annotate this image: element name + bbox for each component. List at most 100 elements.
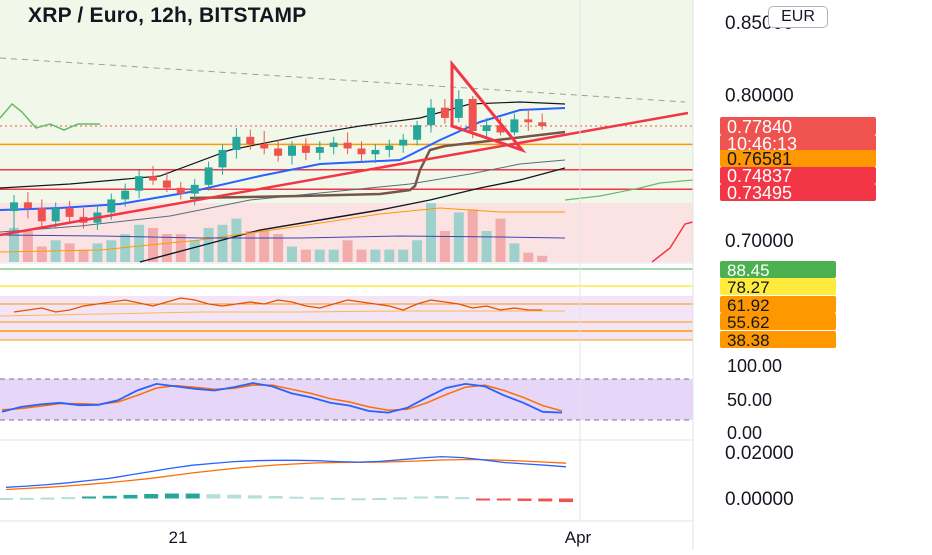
indicator-value-text: 61.92 [727, 296, 770, 315]
candle-body [399, 139, 408, 146]
macd-histogram-bar [61, 497, 76, 500]
volume-bar [259, 231, 270, 262]
ma-orange-line [0, 207, 565, 253]
macd-histogram-bar [206, 494, 221, 499]
macd-histogram-bar [434, 496, 449, 499]
currency-button[interactable]: EUR [768, 6, 828, 28]
support-trendline [0, 111, 689, 237]
volume-bar [22, 231, 33, 262]
volume-bar [120, 234, 131, 262]
macd-tick-label: 0.02000 [725, 443, 794, 464]
rsi-band-bg [0, 296, 693, 340]
volume-bar [106, 240, 117, 262]
indicator-value-bg [720, 313, 836, 330]
macd-histogram-bar [496, 498, 511, 501]
macd-histogram-bar [330, 497, 345, 500]
stoch-tick-label: 0.00 [727, 423, 762, 443]
chart-title: XRP / Euro, 12h, BITSTAMP [28, 4, 307, 27]
price-marker-bg [720, 150, 876, 167]
candle-body [315, 147, 324, 153]
indicator-value-bg [720, 261, 836, 278]
candle-body [65, 208, 74, 217]
price-marker-bg [720, 167, 876, 184]
macd-histogram-bar [164, 493, 179, 499]
ma-black-line [0, 101, 566, 189]
volume-bar [203, 227, 214, 262]
indicator-value-text: 55.62 [727, 313, 770, 332]
candle-body [232, 136, 241, 150]
indicator-value-label: 61.92 [720, 296, 836, 315]
candle-body [496, 125, 505, 133]
volume-bar [509, 243, 520, 262]
candle-body [176, 187, 185, 194]
macd-histogram-bar [372, 498, 387, 501]
macd-histogram-bar [413, 496, 428, 499]
price-marker-text: 0.76581 [727, 149, 792, 169]
candle-body [162, 180, 171, 188]
macd-histogram-bar [559, 498, 573, 503]
volume-bar [175, 234, 186, 262]
volume-bar [398, 249, 409, 262]
price-marker-bg [720, 117, 876, 135]
price-marker-label: 0.73495 [720, 183, 876, 203]
candle-body [538, 122, 547, 127]
ma-brown-line [189, 130, 566, 200]
volume-bar [495, 218, 506, 262]
ma-gray-line [0, 159, 566, 233]
price-marker-text: 0.77840 [727, 117, 792, 137]
candle-body [427, 107, 435, 126]
macd-histogram-bar [40, 497, 55, 500]
volume-bar [217, 224, 228, 262]
candle-body [204, 167, 213, 185]
volume-bar [314, 249, 325, 262]
candle-body [149, 176, 157, 181]
macd-histogram-bar [19, 497, 34, 500]
stoch-band-bg [0, 379, 693, 420]
volume-bar [161, 234, 172, 262]
price-marker-label: 0.77840 [720, 117, 876, 137]
candle-body [440, 107, 449, 118]
indicator-value-text: 88.45 [727, 261, 770, 280]
volume-bar [439, 231, 450, 262]
macd-tick-label: 0.00000 [725, 489, 794, 510]
macd-histogram-bar [123, 494, 138, 499]
price-marker-text: 0.73495 [727, 183, 792, 203]
volume-bar [467, 209, 478, 262]
macd-histogram-bar [393, 497, 408, 500]
volume-bar [384, 249, 395, 262]
price-marker-text: 0.74837 [727, 166, 792, 186]
volume-bar [78, 249, 89, 262]
volume-bar [64, 243, 75, 262]
ma-green-line [0, 102, 100, 131]
macd-histogram-bar [289, 496, 304, 499]
ma-red-ext-line [651, 221, 694, 263]
volume-bar [189, 240, 200, 262]
candle-body [288, 145, 296, 156]
candle-body [301, 145, 310, 153]
volume-bar [134, 224, 145, 262]
volume-bar [342, 240, 353, 262]
macd-histogram-bar [517, 498, 532, 501]
indicator-value-text: 78.27 [727, 278, 770, 297]
volume-bar [287, 246, 297, 262]
triangle-pattern [450, 59, 527, 154]
volume-bar [370, 249, 381, 262]
candle-body [260, 144, 269, 149]
candle-body [10, 202, 18, 212]
volume-bar [453, 212, 464, 262]
volume-bar [537, 255, 548, 262]
volume-bar [426, 203, 436, 262]
dashed-trendline [0, 57, 686, 103]
macd-histogram-bar [476, 498, 491, 501]
indicator-value-label: 78.27 [720, 278, 836, 297]
price-marker-label: 0.74837 [720, 166, 876, 186]
ma-green-ext-line [564, 179, 694, 201]
price-tick-label: 0.80000 [725, 86, 794, 107]
macd-histogram-bar [351, 498, 366, 501]
indicator-value-bg [720, 331, 836, 348]
candle-body [329, 142, 338, 148]
candle-body [121, 190, 130, 200]
macd-histogram-bar [247, 495, 262, 499]
